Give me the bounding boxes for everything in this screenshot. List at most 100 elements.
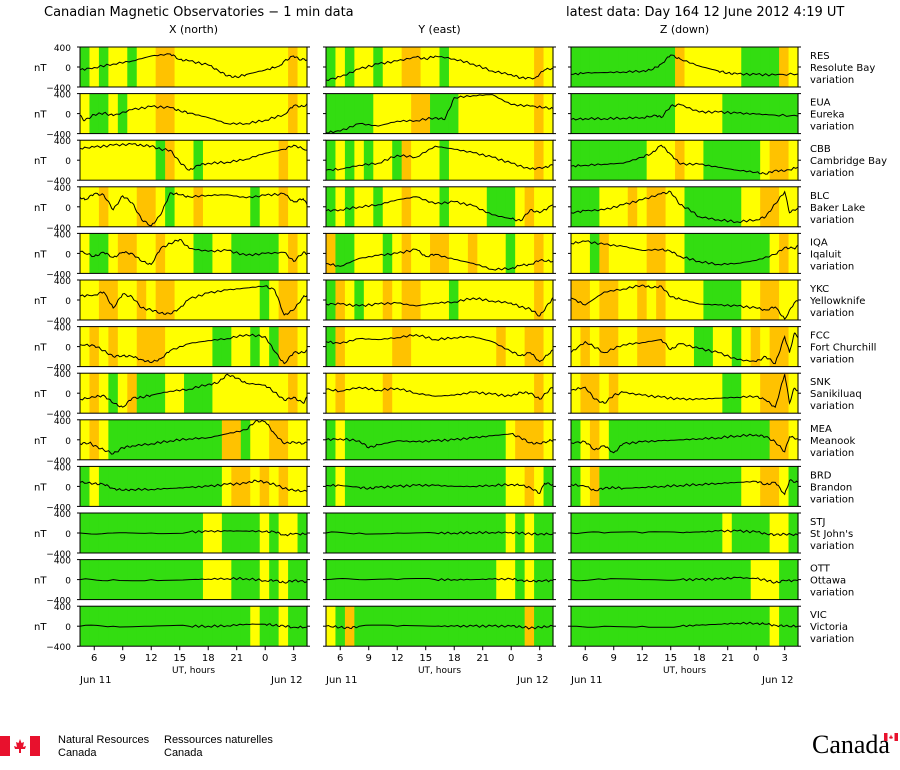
activity-band xyxy=(646,419,657,460)
y-tick-label: 0 xyxy=(65,390,71,400)
activity-band xyxy=(637,419,648,460)
activity-band xyxy=(221,419,232,460)
activity-band xyxy=(382,280,393,320)
activity-band xyxy=(505,326,516,367)
activity-band xyxy=(202,93,214,134)
activity-band xyxy=(779,559,790,600)
activity-band xyxy=(382,513,393,553)
activity-band xyxy=(458,140,469,181)
activity-band xyxy=(401,606,412,647)
variation-trace xyxy=(570,284,798,320)
activity-band xyxy=(571,419,582,460)
activity-band xyxy=(297,373,308,414)
activity-band xyxy=(193,186,204,227)
activity-band xyxy=(212,186,223,227)
activity-band xyxy=(448,233,460,274)
x-tick-label: 0 xyxy=(262,653,268,664)
activity-band xyxy=(344,140,355,181)
activity-band xyxy=(731,419,742,460)
station-name: Ottawa xyxy=(810,576,846,587)
activity-band xyxy=(722,373,733,414)
activity-band xyxy=(108,326,119,367)
activity-band xyxy=(637,186,648,227)
activity-band xyxy=(515,373,526,414)
activity-band xyxy=(515,466,526,507)
x-tick-label: 21 xyxy=(721,653,734,664)
activity-band xyxy=(534,93,545,134)
activity-band xyxy=(259,186,270,227)
activity-band xyxy=(401,93,412,134)
activity-band xyxy=(675,466,686,507)
activity-band xyxy=(165,373,176,414)
x-tick-label: 21 xyxy=(476,653,489,664)
y-tick-label: 0 xyxy=(65,157,71,167)
activity-band xyxy=(221,186,232,227)
activity-band xyxy=(779,47,790,87)
activity-band xyxy=(703,466,714,507)
activity-band xyxy=(155,93,166,134)
activity-band xyxy=(769,93,780,134)
activity-band xyxy=(155,326,166,367)
activity-band xyxy=(684,513,695,553)
activity-band xyxy=(326,186,337,227)
activity-band xyxy=(269,373,280,414)
activity-band xyxy=(665,186,676,227)
activity-band xyxy=(363,140,374,181)
activity-band xyxy=(240,186,251,227)
variation-trace xyxy=(79,238,308,266)
activity-band xyxy=(231,93,242,134)
y-unit-label: nT xyxy=(34,576,47,587)
activity-band xyxy=(108,466,119,507)
activity-band xyxy=(240,606,251,647)
activity-band xyxy=(637,280,648,320)
activity-band xyxy=(618,326,629,367)
activity-band xyxy=(80,326,91,367)
activity-band xyxy=(326,233,337,274)
activity-band xyxy=(98,186,109,227)
activity-band xyxy=(335,513,346,553)
activity-band xyxy=(278,280,289,320)
activity-band xyxy=(146,419,157,460)
activity-band xyxy=(543,466,554,507)
activity-band xyxy=(278,233,289,274)
activity-band xyxy=(80,280,91,320)
y-unit-label: nT xyxy=(34,156,47,167)
activity-band xyxy=(646,606,657,647)
activity-band xyxy=(212,233,223,274)
activity-band xyxy=(467,186,478,227)
activity-band xyxy=(278,373,289,414)
activity-band xyxy=(750,47,761,87)
activity-band xyxy=(269,140,280,181)
activity-band xyxy=(363,326,374,367)
activity-band xyxy=(117,47,128,87)
activity-band xyxy=(486,140,497,181)
activity-band xyxy=(108,140,119,181)
activity-band xyxy=(515,233,526,274)
activity-band xyxy=(146,326,157,367)
variation-trace xyxy=(325,530,554,536)
activity-band xyxy=(618,280,629,320)
activity-band xyxy=(335,559,346,600)
activity-band xyxy=(117,93,128,134)
activity-band xyxy=(89,186,100,227)
activity-band xyxy=(712,466,723,507)
station-code: IQA xyxy=(810,237,828,248)
activity-band xyxy=(656,606,667,647)
station-code: VIC xyxy=(810,610,827,621)
activity-band xyxy=(477,140,488,181)
activity-band xyxy=(543,233,554,274)
activity-band xyxy=(240,93,251,134)
y-tick-label: −400 xyxy=(46,643,71,653)
activity-band xyxy=(543,373,554,414)
x-tick-label: 12 xyxy=(636,653,649,664)
activity-band xyxy=(89,47,100,87)
activity-band xyxy=(580,606,591,647)
activity-band xyxy=(212,47,223,87)
activity-band xyxy=(98,419,109,460)
activity-band xyxy=(155,419,166,460)
activity-band xyxy=(439,513,450,553)
activity-band xyxy=(202,140,214,181)
activity-band xyxy=(788,186,799,227)
activity-band xyxy=(363,466,374,507)
activity-band xyxy=(117,140,128,181)
